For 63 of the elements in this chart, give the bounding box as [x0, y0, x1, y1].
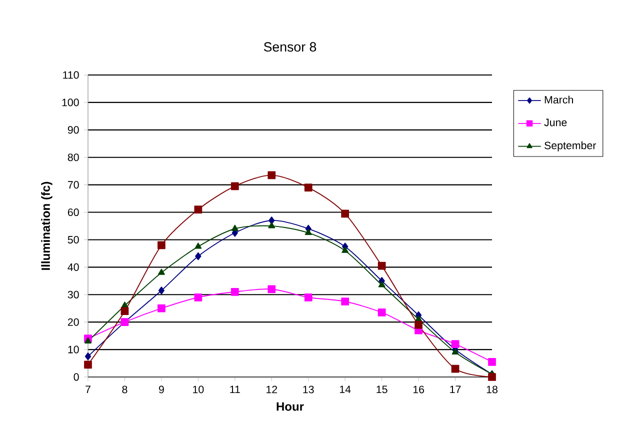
- point: [268, 171, 276, 180]
- x-tick-label: 9: [158, 386, 164, 394]
- y-tick-label: 70: [68, 181, 79, 189]
- point: [158, 304, 166, 312]
- point: [120, 307, 129, 316]
- x-tick-label: 16: [413, 386, 424, 394]
- x-tick-label: 8: [122, 386, 128, 394]
- point: [158, 268, 165, 275]
- y-tick-label: 110: [63, 71, 79, 79]
- legend-label: March: [544, 96, 573, 104]
- point: [84, 352, 92, 360]
- legend-label: June: [544, 118, 567, 126]
- y-tick-label: 60: [68, 208, 79, 216]
- point: [158, 286, 165, 294]
- x-tick-label: 15: [376, 386, 388, 394]
- point: [378, 281, 386, 288]
- point: [158, 241, 166, 250]
- x-tick-label: 12: [266, 386, 278, 394]
- point: [84, 337, 92, 344]
- point: [304, 293, 312, 302]
- legend-label: September: [544, 141, 596, 152]
- x-tick-label: 17: [450, 386, 461, 394]
- x-tick-label: 14: [340, 386, 351, 394]
- x-tick-label: 11: [230, 386, 240, 394]
- point: [268, 285, 276, 294]
- x-tick-label: 7: [86, 386, 90, 394]
- y-tick-label: 30: [68, 290, 79, 298]
- point: [452, 348, 459, 354]
- point: [341, 210, 350, 218]
- x-tick-label: 13: [303, 386, 314, 394]
- y-tick-label: 20: [68, 318, 79, 326]
- point: [378, 262, 386, 270]
- x-tick-label: 10: [193, 386, 204, 394]
- point: [194, 293, 202, 302]
- point: [195, 252, 202, 260]
- y-tick-label: 10: [68, 346, 79, 354]
- y-tick-label: 0: [74, 373, 79, 381]
- y-tick-label: 40: [68, 263, 79, 271]
- point: [194, 206, 202, 214]
- y-tick-label: 80: [68, 154, 79, 162]
- point: [230, 288, 239, 296]
- point: [414, 320, 422, 329]
- y-axis-title: Illumination (fc): [41, 182, 52, 270]
- point: [304, 228, 312, 236]
- point: [451, 364, 460, 373]
- point: [342, 246, 349, 253]
- point: [341, 298, 350, 306]
- point: [378, 308, 386, 316]
- point: [451, 340, 460, 348]
- point: [268, 222, 276, 228]
- y-tick-label: 50: [68, 236, 79, 244]
- point: [304, 184, 312, 192]
- chart-title: Sensor 8: [264, 42, 316, 52]
- point: [488, 358, 496, 366]
- x-axis-title: Hour: [276, 402, 304, 411]
- x-tick-label: 18: [486, 386, 498, 394]
- point: [84, 360, 92, 369]
- point: [230, 182, 239, 190]
- y-tick-label: 100: [62, 98, 79, 106]
- y-tick-label: 90: [68, 126, 79, 134]
- point: [488, 373, 496, 381]
- point: [231, 224, 238, 231]
- point: [194, 242, 202, 249]
